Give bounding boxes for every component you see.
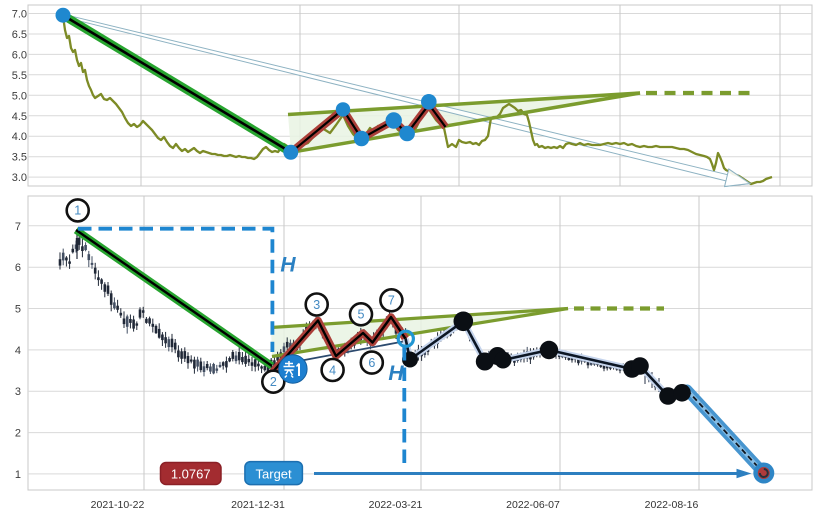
svg-text:7.0: 7.0 [12,9,27,21]
svg-text:7: 7 [15,221,21,233]
svg-text:3.5: 3.5 [12,152,27,164]
svg-text:3.0: 3.0 [12,172,27,184]
svg-text:2: 2 [270,375,277,389]
svg-text:1: 1 [15,469,21,481]
svg-text:4.5: 4.5 [12,111,27,123]
svg-text:1.0767: 1.0767 [171,466,211,481]
svg-text:H: H [388,362,404,385]
svg-text:2: 2 [15,428,21,440]
svg-text:4.0: 4.0 [12,131,27,143]
svg-text:5: 5 [15,304,21,316]
svg-text:7: 7 [388,294,395,308]
svg-text:H: H [280,254,296,277]
svg-text:4: 4 [329,363,336,377]
svg-text:4: 4 [15,345,21,357]
svg-text:3: 3 [313,298,320,312]
svg-text:6.0: 6.0 [12,49,27,61]
svg-text:6.5: 6.5 [12,29,27,41]
svg-text:2022-03-21: 2022-03-21 [369,499,423,511]
svg-text:5: 5 [358,308,365,322]
svg-text:2021-10-22: 2021-10-22 [91,499,145,511]
svg-text:2022-08-16: 2022-08-16 [645,499,699,511]
svg-text:2021-12-31: 2021-12-31 [231,499,285,511]
svg-text:2022-06-07: 2022-06-07 [506,499,560,511]
svg-text:Target: Target [256,466,293,481]
svg-text:6: 6 [15,262,21,274]
svg-text:3: 3 [15,386,21,398]
svg-text:5.0: 5.0 [12,90,27,102]
svg-text:1: 1 [74,204,81,218]
svg-text:6: 6 [368,356,375,370]
svg-text:5.5: 5.5 [12,70,27,82]
